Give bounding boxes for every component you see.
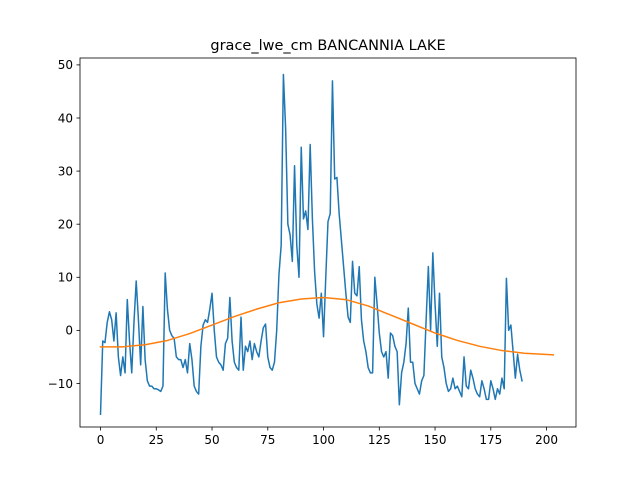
plot-area bbox=[99, 73, 555, 416]
axes-frame bbox=[79, 57, 577, 428]
x-tick-label: 175 bbox=[479, 433, 502, 447]
x-tick-label: 200 bbox=[535, 433, 558, 447]
y-tick-label: 40 bbox=[58, 111, 73, 125]
x-tick-label: 100 bbox=[312, 433, 335, 447]
y-tick-label: 0 bbox=[65, 324, 73, 338]
chart-title: grace_lwe_cm BANCANNIA LAKE bbox=[210, 38, 445, 54]
x-tick-label: 125 bbox=[368, 433, 391, 447]
y-tick-label: 10 bbox=[58, 271, 73, 285]
x-axis: 0 25 50 75 100 125 150 175 200 bbox=[97, 427, 558, 447]
x-tick-label: 50 bbox=[204, 433, 219, 447]
series-line-1 bbox=[99, 73, 523, 416]
y-tick-label: 50 bbox=[58, 58, 73, 72]
x-tick-label: 0 bbox=[97, 433, 105, 447]
axes-border bbox=[79, 57, 577, 428]
y-tick-label: −10 bbox=[48, 377, 73, 391]
x-tick-label: 75 bbox=[260, 433, 275, 447]
series-line-2 bbox=[99, 296, 555, 356]
y-axis: −10 0 10 20 30 40 50 bbox=[48, 58, 80, 391]
x-tick-label: 25 bbox=[149, 433, 164, 447]
x-tick-label: 150 bbox=[424, 433, 447, 447]
y-tick-label: 20 bbox=[58, 217, 73, 231]
y-tick-label: 30 bbox=[58, 164, 73, 178]
